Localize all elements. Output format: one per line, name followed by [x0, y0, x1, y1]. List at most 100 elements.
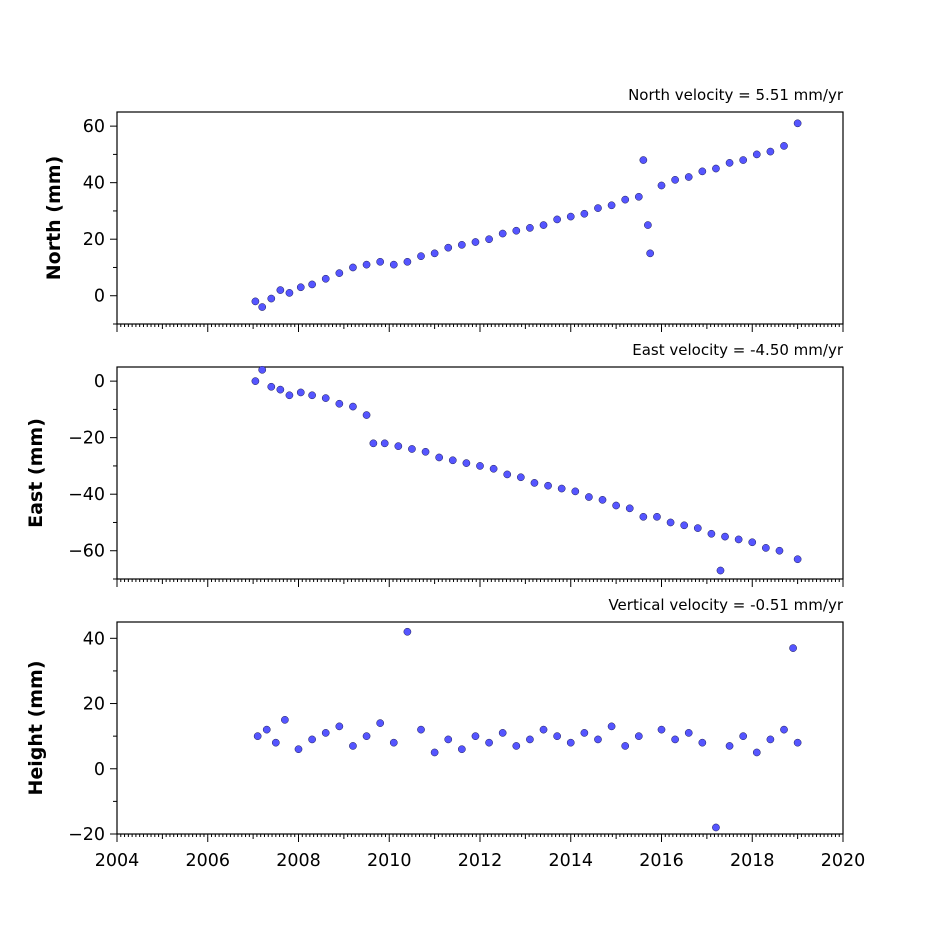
east-data-point: [380, 439, 389, 448]
north-data-point: [621, 195, 630, 204]
east-data-point: [503, 470, 512, 479]
east-data-point: [748, 538, 757, 547]
height-data-point: [526, 735, 534, 744]
east-data-point: [476, 462, 484, 470]
height-data-point: [458, 745, 466, 754]
north-data-point: [335, 269, 344, 277]
height-y-tick-label: 0: [94, 760, 105, 780]
north-data-point: [780, 142, 788, 150]
east-data-point: [653, 512, 661, 521]
height-velocity-title: Vertical velocity = -0.51 mm/yr: [608, 596, 843, 614]
north-data-point: [526, 224, 534, 232]
north-data-point: [580, 209, 589, 218]
height-data-point: [403, 627, 412, 636]
height-data-point: [485, 738, 493, 747]
north-data-point: [712, 164, 720, 173]
east-data-point: [775, 546, 784, 555]
height-x-tick-label: 2014: [548, 851, 593, 871]
east-y-tick-label: −20: [68, 429, 105, 449]
east-data-point: [598, 496, 607, 504]
height-data-point: [780, 725, 788, 734]
east-data-point: [639, 512, 648, 521]
east-data-point: [421, 447, 430, 456]
height-data-point: [712, 823, 720, 832]
height-x-tick-label: 2010: [367, 851, 412, 871]
north-data-point: [308, 280, 316, 289]
east-data-point: [462, 459, 471, 467]
east-data-point: [489, 464, 498, 473]
height-data-point: [376, 719, 385, 727]
east-data-point: [335, 399, 344, 408]
north-data-point: [639, 156, 648, 164]
north-y-tick-label: 0: [94, 287, 105, 307]
east-y-axis-label: East (mm): [25, 418, 47, 528]
height-data-point: [657, 725, 666, 734]
height-data-point: [471, 732, 480, 741]
east-data-point: [516, 473, 525, 482]
north-data-point: [657, 181, 666, 190]
east-y-tick-label: −40: [68, 485, 105, 505]
height-x-tick-label: 2008: [276, 851, 321, 871]
north-data-point: [553, 215, 561, 224]
east-data-point: [267, 382, 276, 391]
east-data-point: [448, 456, 457, 465]
east-data-point: [625, 504, 634, 513]
east-data-point: [349, 402, 357, 411]
east-data-point: [793, 555, 802, 564]
north-data-point: [376, 257, 385, 266]
east-velocity-title: East velocity = -4.50 mm/yr: [632, 341, 844, 359]
north-panel: North velocity = 5.51 mm/yr North (mm) 0 20…: [43, 86, 844, 332]
north-data-point: [594, 204, 602, 212]
height-data-point: [739, 732, 748, 741]
height-data-point: [253, 732, 262, 741]
east-data-point: [666, 518, 675, 527]
north-data-point: [430, 249, 439, 258]
height-y-tick-label: 40: [83, 629, 105, 649]
height-data-point: [698, 738, 707, 747]
height-plot-frame: [116, 621, 844, 835]
north-data-point: [417, 252, 425, 261]
north-data-point: [607, 201, 616, 210]
north-data-point: [739, 156, 748, 164]
east-data-point: [362, 411, 371, 419]
east-data-point: [571, 487, 580, 496]
height-data-point: [684, 729, 693, 737]
height-data-point: [671, 735, 679, 744]
height-data-point: [294, 745, 303, 754]
north-y-tick-label: 20: [83, 230, 105, 250]
north-data-point: [267, 294, 276, 303]
height-data-point: [789, 644, 797, 652]
east-data-point: [408, 445, 416, 453]
east-data-point: [721, 532, 729, 541]
height-y-tick-label: −20: [68, 825, 105, 845]
east-panel: East velocity = -4.50 mm/yr East (mm) −60 −…: [25, 341, 844, 587]
north-data-point: [403, 257, 412, 266]
east-data-point: [693, 524, 702, 532]
height-data-point: [417, 725, 425, 734]
east-data-point: [762, 544, 770, 552]
east-plot-frame: [116, 366, 844, 580]
height-data-point: [607, 722, 616, 731]
north-data-point: [644, 221, 652, 229]
north-y-tick-label: 60: [83, 117, 105, 137]
north-data-point: [485, 235, 493, 244]
height-x-tick-label: 2020: [821, 851, 866, 871]
north-data-point: [766, 147, 775, 156]
east-data-point: [544, 481, 552, 490]
height-data-point: [553, 732, 561, 741]
height-data-point: [766, 735, 775, 744]
north-data-point: [671, 175, 679, 184]
east-data-point: [680, 521, 689, 530]
height-data-point: [308, 735, 316, 744]
height-data-point: [321, 729, 330, 737]
height-panel: Vertical velocity = -0.51 mm/yr Height (m…: [25, 596, 865, 871]
height-x-tick-label: 2004: [95, 851, 140, 871]
height-data-point: [335, 722, 344, 731]
north-data-point: [321, 274, 330, 283]
height-data-point: [281, 715, 289, 724]
north-y-tick-label: 40: [83, 174, 105, 194]
height-x-tick-label: 2016: [639, 851, 684, 871]
east-data-point: [557, 484, 566, 493]
east-data-point: [435, 453, 444, 462]
north-data-point: [389, 260, 398, 269]
